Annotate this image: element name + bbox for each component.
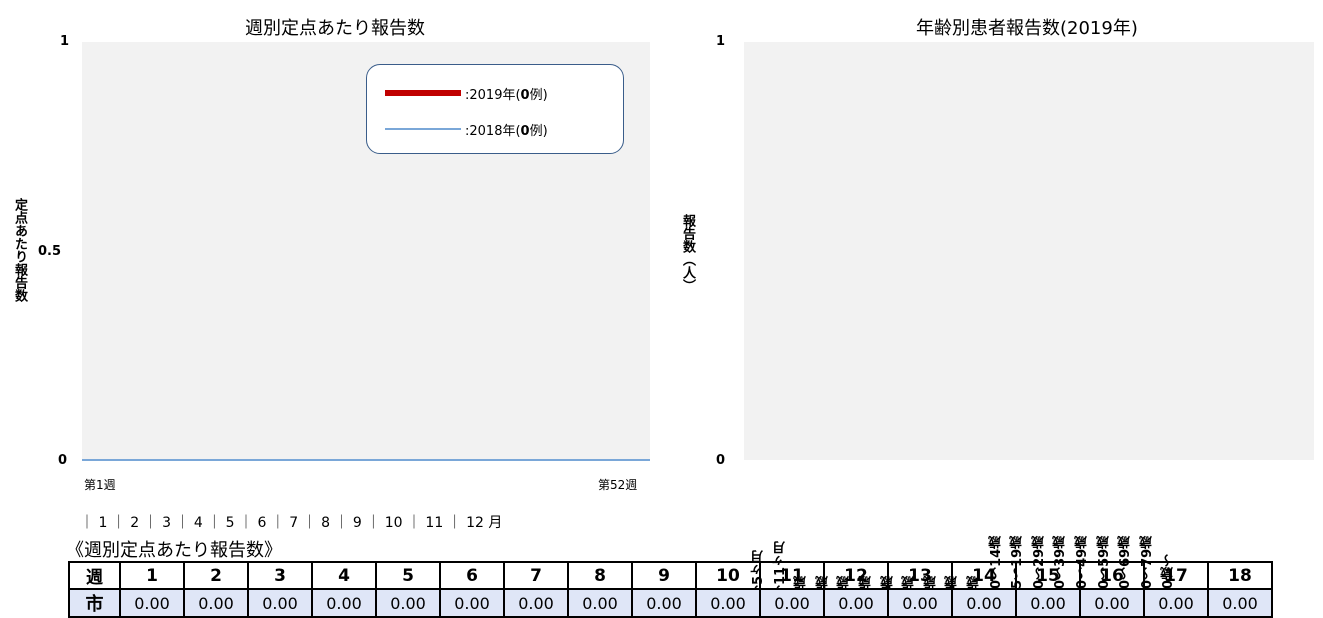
table-week-header: 13 — [887, 561, 953, 590]
table-week-header: 4 — [311, 561, 377, 590]
table-value-cell: 0.00 — [1207, 588, 1273, 618]
right-plot-area — [744, 42, 1314, 460]
right-chart-title: 年齢別患者報告数(2019年) — [916, 18, 1138, 39]
left-chart-lines — [82, 459, 650, 461]
table-header-label: 週 — [68, 561, 121, 590]
table-week-header: 5 — [375, 561, 441, 590]
table-week-header: 7 — [503, 561, 569, 590]
table-value-cell: 0.00 — [503, 588, 569, 618]
table-week-header: 9 — [631, 561, 697, 590]
table-week-header: 12 — [823, 561, 889, 590]
table-value-cell: 0.00 — [695, 588, 761, 618]
table-value-cell: 0.00 — [439, 588, 505, 618]
table-value-cell: 0.00 — [823, 588, 889, 618]
left-x-start-label: 第1週 — [84, 478, 116, 492]
table-value-row: 市 0.00 0.00 0.00 0.00 0.00 0.00 0.00 0.00 0.00 0.… — [68, 588, 1273, 618]
right-chart-bars — [744, 42, 1314, 462]
legend-label-2019: :2019年(0例) — [465, 88, 548, 103]
right-ytick-top: 1 — [716, 34, 726, 49]
legend-swatch-2018 — [385, 128, 461, 130]
weekly-table-title: 《週別定点あたり報告数》 — [66, 540, 282, 561]
table-value-cell: 0.00 — [183, 588, 249, 618]
table-value-cell: 0.00 — [1143, 588, 1209, 618]
table-week-header: 8 — [567, 561, 633, 590]
table-week-header: 15 — [1015, 561, 1081, 590]
right-y-axis-label: 報告数（人） — [680, 214, 695, 292]
table-value-cell: 0.00 — [119, 588, 185, 618]
table-week-header: 2 — [183, 561, 249, 590]
table-week-header: 6 — [439, 561, 505, 590]
table-value-cell: 0.00 — [631, 588, 697, 618]
table-week-header: 3 — [247, 561, 313, 590]
table-week-header: 1 — [119, 561, 185, 590]
table-week-header: 10 — [695, 561, 761, 590]
legend-swatch-2019 — [385, 90, 461, 96]
weekly-table: 週 1 2 3 4 5 6 7 8 9 10 11 12 13 14 15 16 17 18 市 0.00 0.00… — [68, 561, 1273, 618]
table-week-header: 18 — [1207, 561, 1273, 590]
table-week-header: 17 — [1143, 561, 1209, 590]
table-value-cell: 0.00 — [951, 588, 1017, 618]
table-week-header: 14 — [951, 561, 1017, 590]
left-ytick-mid: 0.5 — [38, 244, 62, 259]
table-row-label: 市 — [68, 588, 121, 618]
table-value-cell: 0.00 — [887, 588, 953, 618]
table-week-header: 11 — [759, 561, 825, 590]
left-y-axis-label: 定点あたり報告数 — [12, 198, 27, 302]
left-months-axis: ｜ 1 ｜ 2 ｜ 3 ｜ 4 ｜ 5 ｜ 6 ｜ 7 ｜ 8 ｜ 9 ｜ 10… — [80, 515, 503, 531]
table-value-cell: 0.00 — [311, 588, 377, 618]
left-x-end-label: 第52週 — [598, 478, 638, 492]
table-value-cell: 0.00 — [375, 588, 441, 618]
table-header-row: 週 1 2 3 4 5 6 7 8 9 10 11 12 13 14 15 16 17 18 — [68, 561, 1273, 590]
table-value-cell: 0.00 — [1079, 588, 1145, 618]
table-value-cell: 0.00 — [247, 588, 313, 618]
left-ytick-top: 1 — [60, 34, 70, 49]
left-chart-legend: :2019年(0例) :2018年(0例) — [366, 64, 624, 154]
table-value-cell: 0.00 — [1015, 588, 1081, 618]
left-chart-title: 週別定点あたり報告数 — [245, 18, 425, 39]
table-week-header: 16 — [1079, 561, 1145, 590]
table-value-cell: 0.00 — [759, 588, 825, 618]
legend-label-2018: :2018年(0例) — [465, 124, 548, 139]
right-ytick-bottom: 0 — [716, 453, 726, 468]
left-ytick-bottom: 0 — [58, 453, 68, 468]
table-value-cell: 0.00 — [567, 588, 633, 618]
